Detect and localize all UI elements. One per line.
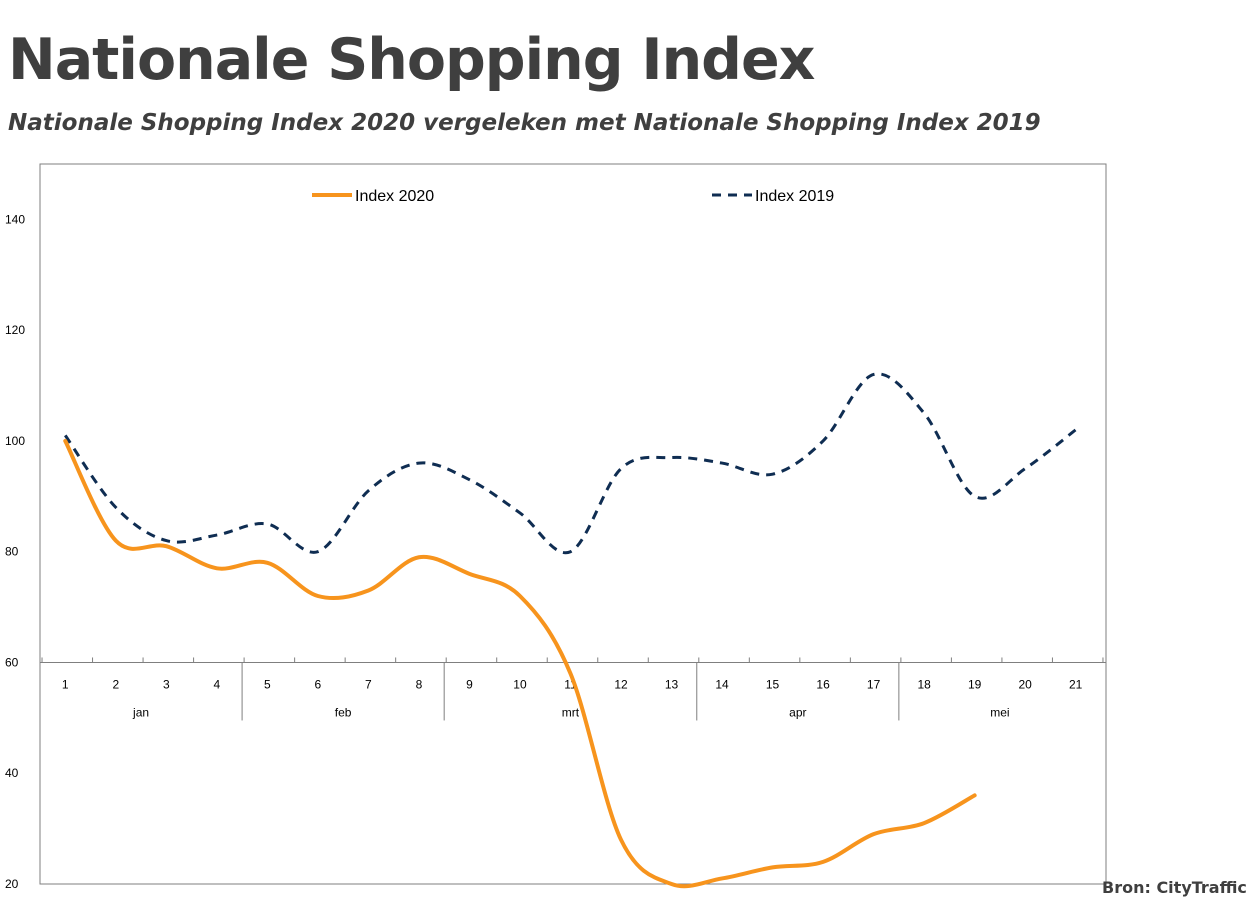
x-tick-label: 19	[968, 677, 982, 691]
x-tick-label: 6	[315, 677, 322, 691]
x-tick-label: 4	[213, 677, 220, 691]
x-tick-label: 15	[766, 677, 780, 691]
legend-label-index-2019: Index 2019	[755, 188, 834, 205]
x-tick-label: 20	[1018, 677, 1032, 691]
y-tick-label: 40	[5, 766, 19, 780]
legend-label-index-2020: Index 2020	[355, 188, 434, 205]
plot-frame	[39, 163, 1107, 885]
x-tick-label: 17	[867, 677, 881, 691]
x-tick-label: 16	[816, 677, 830, 691]
month-label: mrt	[562, 705, 580, 719]
page-subtitle: Nationale Shopping Index 2020 vergeleken…	[8, 110, 1041, 136]
x-tick-label: 2	[112, 677, 119, 691]
series-line-index-2020	[63, 438, 977, 889]
month-label: mei	[990, 705, 1009, 719]
y-tick-label: 120	[5, 323, 25, 337]
x-tick-label: 1	[62, 677, 69, 691]
y-tick-label: 20	[5, 877, 19, 891]
y-tick-label: 80	[5, 545, 19, 559]
y-tick-label: 60	[5, 655, 19, 669]
source-note: Bron: CityTraffic	[1102, 878, 1247, 897]
series-layer	[63, 372, 1077, 889]
y-tick-label: 140	[5, 212, 25, 226]
x-tick-label: 12	[614, 677, 628, 691]
x-tick-label: 18	[917, 677, 931, 691]
page-title: Nationale Shopping Index	[8, 27, 815, 93]
legend: Index 2020 Index 2019	[312, 188, 834, 205]
month-label: jan	[132, 705, 149, 719]
x-tick-label: 7	[365, 677, 372, 691]
y-axis: 20 40 60 80 100 120 140	[5, 212, 25, 891]
x-tick-label: 3	[163, 677, 170, 691]
x-tick-label: 14	[715, 677, 729, 691]
x-tick-label: 21	[1069, 677, 1083, 691]
series-line-index-2019	[64, 372, 1077, 555]
x-tick-label: 5	[264, 677, 271, 691]
x-tick-label: 10	[513, 677, 527, 691]
x-tick-label: 13	[665, 677, 679, 691]
month-label: feb	[335, 705, 352, 719]
x-tick-label: 8	[416, 677, 423, 691]
y-tick-label: 100	[5, 434, 25, 448]
x-tick-label: 9	[466, 677, 473, 691]
month-label: apr	[789, 705, 806, 719]
